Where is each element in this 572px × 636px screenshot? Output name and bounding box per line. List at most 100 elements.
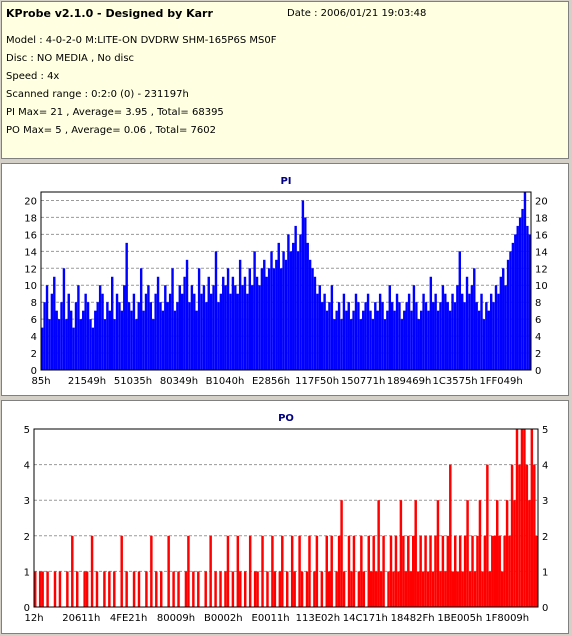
pi-plot-frame — [40, 191, 532, 371]
pi-bar — [127, 302, 131, 370]
po-bar — [466, 500, 469, 607]
po-bar — [374, 571, 378, 607]
scanned-range-line: Scanned range : 0:2:0 (0) - 231197h — [6, 89, 189, 100]
pi-bar — [103, 319, 107, 370]
pi-x-tick-label: 117F50h — [295, 376, 339, 387]
po-bar — [76, 571, 79, 607]
pi-bar — [352, 310, 355, 370]
pi-bar — [139, 268, 143, 370]
po-bar — [510, 464, 514, 607]
po-bar — [362, 571, 366, 607]
po-bar — [402, 535, 405, 607]
pi-bar — [267, 268, 271, 370]
po-bar — [113, 571, 116, 607]
pi-bar — [468, 293, 471, 370]
pi-bar — [453, 302, 457, 370]
po-chart-title: PO — [278, 413, 294, 424]
po-bar — [382, 535, 385, 607]
pi-bar — [412, 285, 416, 370]
po-bar — [261, 535, 264, 607]
po-bar — [525, 464, 529, 607]
pi-bar — [427, 310, 430, 370]
po-y-tick-right: 0 — [542, 603, 548, 614]
po-bar — [266, 571, 269, 607]
pi-bar — [222, 276, 225, 370]
po-bar — [456, 571, 459, 607]
pi-bar — [202, 285, 206, 370]
po-bar — [468, 571, 472, 607]
pi-bar — [369, 310, 372, 370]
po-bar — [496, 500, 499, 607]
po-y-tick-left: 0 — [24, 603, 30, 614]
po-bar — [505, 500, 509, 607]
pi-x-tick-label: 85h — [31, 376, 50, 387]
po-bar — [231, 571, 235, 607]
po-bar — [315, 535, 319, 607]
pi-bar — [354, 293, 358, 370]
pi-bar — [101, 293, 104, 370]
po-bar — [320, 571, 324, 607]
pi-bar — [200, 293, 203, 370]
po-bar — [463, 535, 467, 607]
disc-line: Disc : NO MEDIA , No disc — [6, 53, 135, 64]
po-bar — [441, 535, 445, 607]
po-bar — [46, 571, 49, 607]
po-bar — [407, 535, 410, 607]
pi-bar — [475, 302, 478, 370]
pi-y-tick-left: 18 — [24, 213, 37, 224]
po-bar — [416, 571, 420, 607]
info-panel: KProbe v2.1.0 - Designed by Karr Date : … — [1, 1, 569, 159]
po-bar — [335, 571, 338, 607]
pi-bar — [241, 285, 244, 370]
pi-bar — [465, 276, 469, 370]
po-bar — [58, 571, 62, 607]
po-bar — [387, 571, 390, 607]
pi-bar — [463, 302, 466, 370]
po-bar — [414, 500, 417, 607]
po-bar — [281, 535, 284, 607]
po-bar — [192, 571, 195, 607]
po-bar — [120, 535, 123, 607]
pi-bar — [393, 310, 396, 370]
pi-bar — [378, 293, 382, 370]
po-bar — [209, 535, 212, 607]
po-bar — [434, 535, 437, 607]
pi-bar — [304, 217, 307, 370]
pi-bar — [207, 276, 210, 370]
po-bar — [214, 571, 217, 607]
po-bar — [352, 535, 356, 607]
pi-bar — [403, 310, 406, 370]
pi-bar — [436, 310, 440, 370]
po-x-tick-label: 14C171h — [343, 613, 388, 624]
po-bar — [404, 571, 408, 607]
po-bar — [471, 535, 474, 607]
po-bar — [488, 571, 492, 607]
pi-bar — [316, 293, 319, 370]
po-bar — [184, 571, 188, 607]
pi-y-tick-left: 4 — [31, 332, 37, 343]
po-y-tick-right: 3 — [542, 496, 548, 507]
pi-bar — [328, 302, 331, 370]
pi-bar — [311, 268, 314, 370]
pi-bar — [243, 276, 247, 370]
po-bar — [226, 535, 230, 607]
pi-bar — [340, 319, 343, 370]
po-bar — [372, 535, 375, 607]
pi-chart-panel: PI 0 0 2 2 4 4 6 6 8 8 10 10 12 12 14 14 16 16 18 18 20 20 85h 2… — [1, 163, 569, 396]
pi-bar — [279, 268, 283, 370]
pi-bar — [89, 319, 92, 370]
po-bar — [187, 535, 190, 607]
pi-bar — [258, 285, 261, 370]
pi-y-tick-left: 10 — [24, 281, 37, 292]
pi-bar — [135, 319, 138, 370]
po-bar — [293, 571, 296, 607]
po-bar — [278, 571, 282, 607]
pi-y-tick-left: 16 — [24, 230, 37, 241]
pi-bar — [246, 293, 249, 370]
po-bar — [431, 571, 435, 607]
pi-bar — [113, 319, 116, 370]
pi-bar — [439, 302, 442, 370]
po-bar — [493, 535, 496, 607]
pi-bar — [185, 259, 189, 370]
pi-bar — [183, 276, 186, 370]
